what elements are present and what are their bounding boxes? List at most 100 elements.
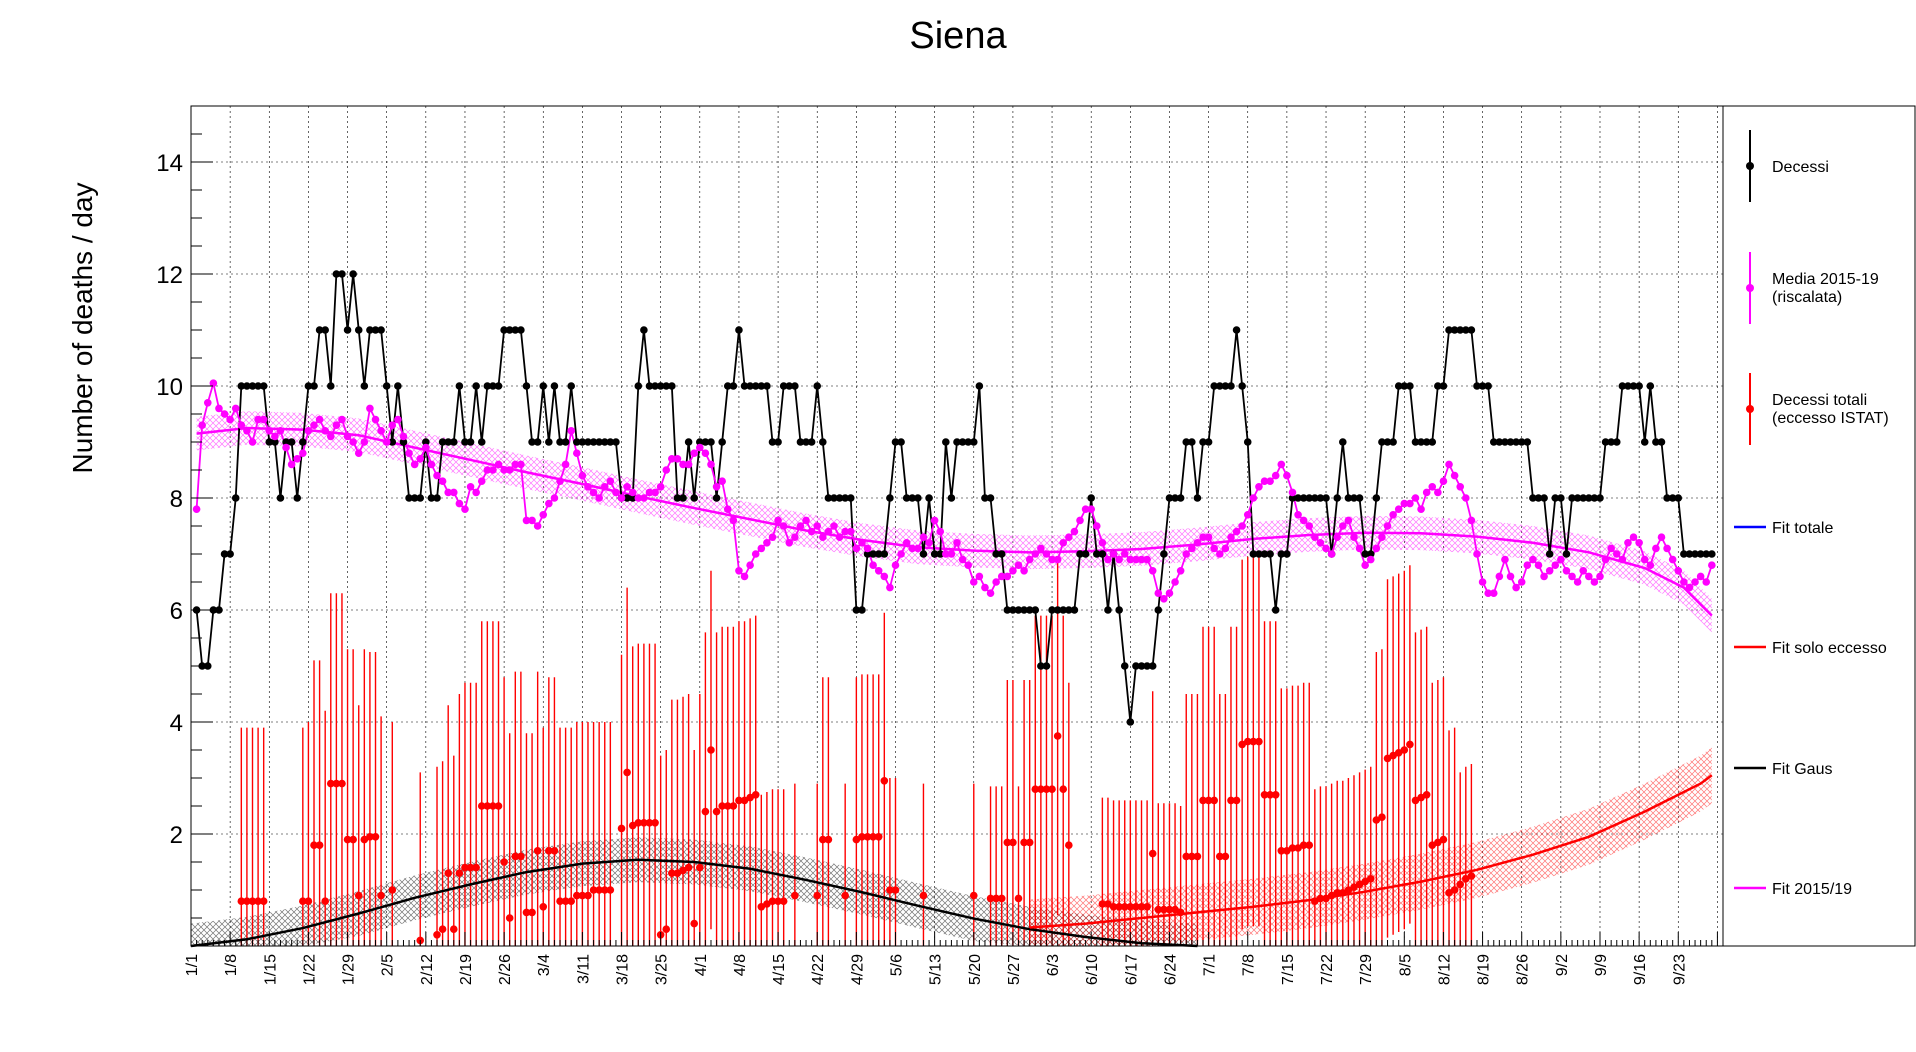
data-point — [701, 449, 710, 458]
data-point — [1053, 606, 1062, 614]
data-point — [684, 863, 693, 872]
data-point — [791, 533, 799, 541]
data-point — [500, 466, 508, 474]
data-point — [852, 606, 861, 614]
data-point — [427, 460, 436, 469]
data-point — [237, 421, 246, 430]
data-point — [209, 606, 218, 614]
y-axis: 2 4 6 8 10 12 14 — [156, 105, 213, 947]
data-point — [1557, 555, 1565, 564]
data-point — [589, 886, 598, 894]
data-point — [522, 382, 531, 390]
data-point — [1361, 561, 1369, 569]
data-point — [550, 382, 559, 390]
data-point — [997, 572, 1006, 581]
data-point — [1406, 382, 1414, 390]
data-point — [1014, 561, 1023, 569]
data-point — [1612, 438, 1621, 446]
data-point — [1489, 438, 1498, 446]
data-point — [394, 382, 402, 390]
data-point — [1495, 438, 1504, 446]
data-point — [723, 382, 732, 390]
y-tick-label: 10 — [156, 374, 183, 401]
data-point — [997, 550, 1006, 558]
data-point — [461, 505, 469, 513]
data-point — [1003, 572, 1012, 581]
x-tick-label: 7/8 — [1241, 954, 1258, 976]
data-point — [886, 583, 894, 592]
data-point — [992, 894, 1000, 903]
data-point — [1316, 894, 1325, 903]
data-point — [874, 833, 883, 841]
legend-marker — [1746, 405, 1754, 413]
data-point — [1227, 796, 1235, 805]
y-tick-label: 6 — [170, 598, 183, 625]
data-point — [1529, 555, 1537, 564]
data-point — [958, 555, 967, 564]
data-point — [382, 382, 391, 390]
data-point — [377, 326, 385, 334]
x-tick-label: 9/9 — [1593, 954, 1610, 976]
data-point — [1171, 578, 1179, 586]
legend-label-sub: (eccesso ISTAT) — [1772, 410, 1889, 427]
data-point — [259, 415, 268, 424]
data-point — [209, 379, 218, 388]
data-point — [1338, 522, 1347, 530]
data-point — [1573, 578, 1582, 586]
data-point — [1501, 438, 1509, 446]
data-point — [282, 438, 290, 446]
legend-label: Fit solo eccesso — [1772, 640, 1887, 657]
fit-bands — [191, 411, 1712, 946]
data-point — [248, 897, 257, 905]
data-point — [1596, 572, 1604, 581]
data-point — [572, 891, 581, 900]
legend-marker — [1746, 284, 1754, 292]
data-point — [338, 270, 346, 278]
data-point — [774, 516, 782, 525]
data-point — [1439, 835, 1448, 844]
data-point — [1635, 539, 1643, 547]
data-point — [869, 833, 877, 841]
data-point — [1042, 785, 1051, 793]
data-point — [707, 746, 715, 754]
data-point — [796, 438, 805, 446]
data-point — [914, 544, 922, 553]
data-point — [763, 382, 771, 390]
legend-item: Fit solo eccesso — [1734, 640, 1887, 657]
data-point — [377, 891, 385, 900]
data-point — [1333, 533, 1342, 541]
data-point — [1702, 578, 1711, 586]
data-point — [981, 583, 989, 592]
data-point — [371, 833, 380, 841]
data-point — [997, 894, 1006, 903]
data-point — [673, 494, 682, 502]
data-point — [1646, 382, 1655, 390]
data-point — [243, 897, 251, 905]
data-point — [1462, 494, 1470, 502]
x-tick-label: 6/3 — [1045, 954, 1062, 976]
data-point — [517, 852, 525, 861]
legend-label: Decessi — [1772, 159, 1829, 176]
data-point — [1590, 578, 1599, 586]
data-point — [1551, 494, 1560, 502]
data-point — [606, 886, 615, 894]
data-point — [1065, 533, 1073, 541]
data-point — [388, 421, 397, 430]
data-point — [472, 382, 480, 390]
data-point — [1065, 841, 1073, 849]
data-point — [712, 807, 721, 816]
data-point — [1333, 494, 1342, 502]
data-point — [1428, 438, 1437, 446]
data-point — [1143, 662, 1151, 670]
legend-item: Decessi — [1746, 130, 1829, 202]
data-point — [416, 494, 425, 502]
data-point — [198, 662, 206, 670]
data-point — [947, 494, 956, 502]
data-point — [1148, 567, 1157, 575]
data-point — [813, 522, 822, 530]
data-point — [215, 606, 223, 614]
data-point — [1137, 662, 1146, 670]
x-tick-label: 2/12 — [419, 954, 436, 985]
data-point — [942, 438, 950, 446]
data-point — [819, 533, 827, 541]
